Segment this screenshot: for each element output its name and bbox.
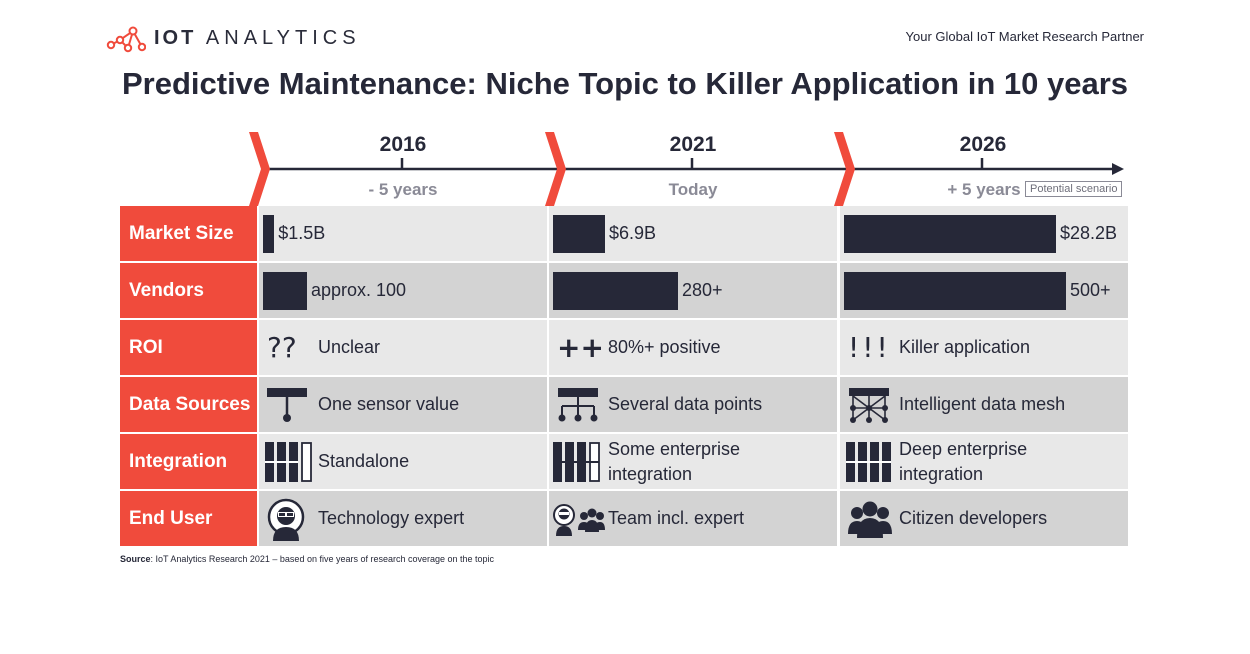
integration-2016-text: Standalone xyxy=(318,451,410,471)
integration-1-icon xyxy=(265,441,318,483)
data-sources-2016-text: One sensor value xyxy=(318,394,460,414)
comparison-table: Market Size $1.5B $6.9B $28.2B Vendors a… xyxy=(120,206,1128,546)
cell-vendors-2026: 500+ xyxy=(840,263,1128,318)
logo-text: IOT ANALYTICS xyxy=(154,27,361,50)
row-label-data-sources: Data Sources xyxy=(120,377,257,432)
cell-roi-2016: ?? Unclear xyxy=(259,320,547,375)
team-expert-icon xyxy=(553,502,608,536)
roi-2016-text: Unclear xyxy=(318,337,381,357)
year-2016: 2016 xyxy=(379,133,427,156)
end-user-2021-text: Team incl. expert xyxy=(608,508,745,528)
timeline: 2016 2021 2026 - 5 years Today + 5 years… xyxy=(0,120,1250,210)
end-user-2026-text: Citizen developers xyxy=(899,508,1048,528)
cell-data-sources-2016: One sensor value xyxy=(259,377,547,432)
single-sensor-icon xyxy=(267,386,318,424)
cell-market-size-2026: $28.2B xyxy=(840,206,1128,261)
page-title: Predictive Maintenance: Niche Topic to K… xyxy=(121,66,1129,101)
row-label-vendors: Vendors xyxy=(120,263,257,318)
integration-3-icon xyxy=(553,441,608,483)
vendors-bar-2021 xyxy=(553,271,678,310)
logo-light: ANALYTICS xyxy=(205,26,361,49)
logo-bold: IOT xyxy=(154,26,197,49)
potential-scenario-badge: Potential scenario xyxy=(1025,181,1123,197)
data-sources-2026-text: Intelligent data mesh xyxy=(899,394,1066,414)
chevron-1 xyxy=(249,132,270,206)
network-logo-icon xyxy=(106,26,146,53)
row-label-roi: ROI xyxy=(120,320,257,375)
market-size-bar-2016 xyxy=(263,214,275,253)
row-label-end-user: End User xyxy=(120,491,257,546)
tagline: Your Global IoT Market Research Partner xyxy=(905,29,1144,44)
market-size-2021-text: $6.9B xyxy=(609,223,657,243)
cell-market-size-2021: $6.9B xyxy=(549,206,837,261)
data-sources-2021-text: Several data points xyxy=(608,394,763,414)
plus-plus-icon: ++ xyxy=(557,331,604,364)
cell-vendors-2016: approx. 100 xyxy=(259,263,547,318)
cell-data-sources-2026: Intelligent data mesh xyxy=(840,377,1128,432)
vendors-2016-text: approx. 100 xyxy=(311,280,407,300)
cell-end-user-2026: Citizen developers xyxy=(840,491,1128,546)
timeline-arrow xyxy=(249,132,1124,206)
integration-2021-line2: integration xyxy=(608,463,693,484)
vendors-2026-text: 500+ xyxy=(1070,280,1111,300)
citizen-group-icon xyxy=(848,500,899,538)
market-size-bar-2026 xyxy=(844,214,1056,253)
source-footnote: Source: IoT Analytics Research 2021 – ba… xyxy=(120,554,494,564)
expert-icon xyxy=(267,497,318,541)
row-label-market-size: Market Size xyxy=(120,206,257,261)
source-label: Source xyxy=(120,554,151,564)
integration-2021-line1: Some enterprise xyxy=(608,438,741,459)
integration-2026-line2: integration xyxy=(899,463,984,484)
multi-sensor-icon xyxy=(557,386,608,424)
sub-future: + 5 years xyxy=(947,180,1021,199)
vendors-bar-2016 xyxy=(263,271,307,310)
market-size-2026-text: $28.2B xyxy=(1060,223,1118,243)
cell-roi-2021: ++ 80%+ positive xyxy=(549,320,837,375)
cell-end-user-2016: Technology expert xyxy=(259,491,547,546)
vendors-bar-2026 xyxy=(844,271,1066,310)
logo: IOT ANALYTICS xyxy=(106,22,361,54)
year-2026: 2026 xyxy=(959,133,1007,156)
chevron-3 xyxy=(834,132,855,206)
chevron-2 xyxy=(545,132,566,206)
integration-2026-text: Deep enterprise integration xyxy=(899,437,1027,487)
cell-roi-2026: !!! Killer application xyxy=(840,320,1128,375)
cell-vendors-2021: 280+ xyxy=(549,263,837,318)
end-user-2016-text: Technology expert xyxy=(318,508,465,528)
roi-2026-text: Killer application xyxy=(899,337,1031,357)
row-label-integration: Integration xyxy=(120,434,257,489)
cell-market-size-2016: $1.5B xyxy=(259,206,547,261)
market-size-bar-2021 xyxy=(553,214,605,253)
integration-4-icon xyxy=(846,441,899,483)
exclamation-marks-icon: !!! xyxy=(848,331,891,364)
roi-2021-text: 80%+ positive xyxy=(608,337,721,357)
sub-today: Today xyxy=(668,180,718,199)
integration-2026-line1: Deep enterprise xyxy=(899,438,1028,459)
integration-2021-text: Some enterprise integration xyxy=(608,437,740,487)
cell-data-sources-2021: Several data points xyxy=(549,377,837,432)
data-mesh-icon xyxy=(848,386,899,424)
vendors-2021-text: 280+ xyxy=(682,280,723,300)
sub-past: - 5 years xyxy=(368,180,438,199)
cell-end-user-2021: Team incl. expert xyxy=(549,491,837,546)
question-marks-icon: ?? xyxy=(267,331,297,364)
cell-integration-2016: Standalone xyxy=(259,434,547,489)
market-size-2016-text: $1.5B xyxy=(278,223,326,243)
cell-integration-2021: Some enterprise integration xyxy=(549,434,837,489)
cell-integration-2026: Deep enterprise integration xyxy=(840,434,1128,489)
year-2021: 2021 xyxy=(669,133,717,156)
source-text: : IoT Analytics Research 2021 – based on… xyxy=(150,554,495,564)
